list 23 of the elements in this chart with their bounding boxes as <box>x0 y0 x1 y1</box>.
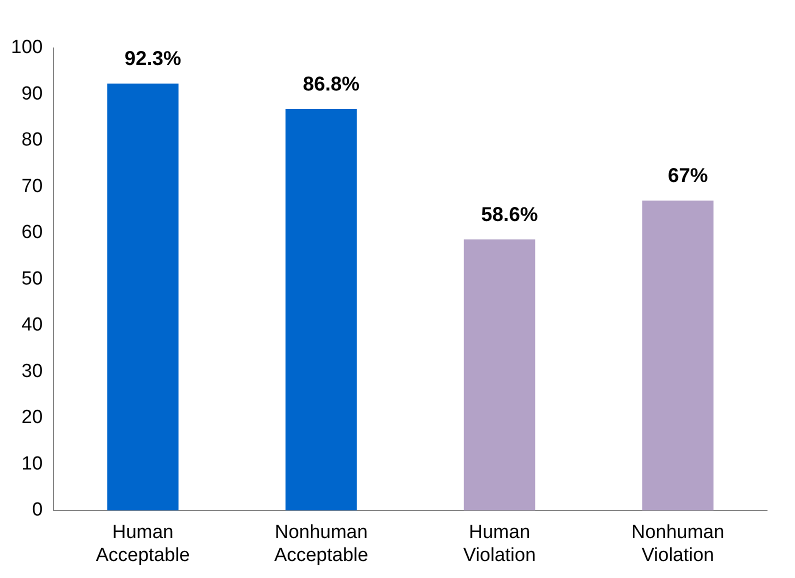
bar <box>286 109 357 510</box>
y-tick-label: 30 <box>22 360 43 382</box>
data-label: 92.3% <box>124 48 182 70</box>
y-tick-label: 20 <box>22 407 43 428</box>
x-tick-label: Nonhuman Violation <box>631 522 724 566</box>
x-tick-label: Human Violation <box>463 522 536 566</box>
y-tick-label: 10 <box>22 453 43 474</box>
bar <box>464 239 536 510</box>
y-tick-label: 40 <box>22 314 43 336</box>
y-tick-label: 80 <box>22 130 43 151</box>
x-tick-label: Nonhuman Acceptable <box>274 522 368 566</box>
y-tick-label: 0 <box>32 500 43 521</box>
bar <box>642 200 714 510</box>
y-tick-label: 90 <box>22 83 43 104</box>
y-tick-label: 100 <box>11 37 43 58</box>
bar <box>107 84 179 510</box>
y-tick-label: 70 <box>22 176 43 197</box>
data-label: 58.6% <box>481 204 538 226</box>
y-tick-label: 60 <box>22 222 43 244</box>
y-tick-label: 50 <box>22 268 43 290</box>
x-tick-label: Human Acceptable <box>96 522 190 566</box>
data-label: 67% <box>668 165 708 188</box>
data-label: 86.8% <box>302 74 360 96</box>
